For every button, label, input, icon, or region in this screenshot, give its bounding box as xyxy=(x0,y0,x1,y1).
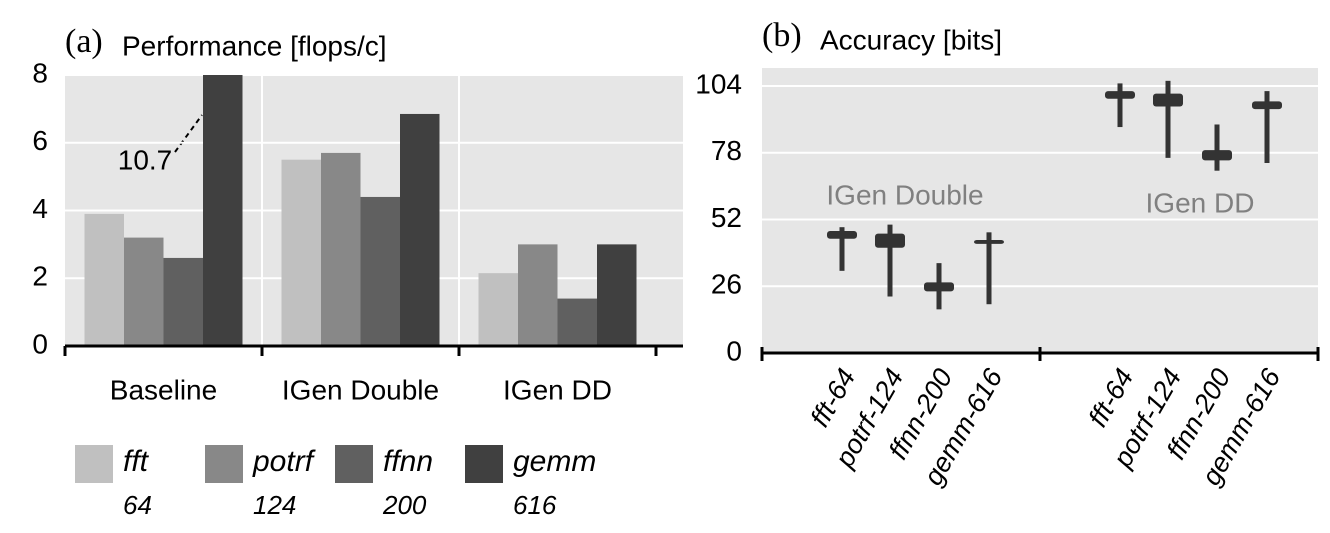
y-tick-label: 52 xyxy=(711,202,742,233)
group-label: IGen Double xyxy=(826,179,983,210)
y-tick-label: 4 xyxy=(32,193,48,224)
box xyxy=(1105,91,1135,99)
bar xyxy=(321,152,361,346)
whisker xyxy=(1264,91,1270,163)
legend-swatch xyxy=(465,445,503,483)
box xyxy=(1202,150,1232,161)
box xyxy=(875,233,905,248)
bar xyxy=(360,196,400,346)
bar xyxy=(518,244,558,346)
y-tick-label: 2 xyxy=(32,261,48,292)
legend-swatch xyxy=(75,445,113,483)
box xyxy=(827,231,857,239)
y-tick-label: 0 xyxy=(32,328,48,359)
legend-label: fft xyxy=(123,445,150,478)
legend-sublabel: 616 xyxy=(513,490,557,520)
whisker xyxy=(1117,83,1123,128)
x-tick-label: IGen DD xyxy=(503,374,612,405)
y-tick-label: 26 xyxy=(711,269,742,300)
x-tick-label: Baseline xyxy=(110,374,217,405)
legend-label: gemm xyxy=(513,445,596,478)
bar xyxy=(124,237,164,346)
whisker xyxy=(887,224,893,297)
box xyxy=(1252,101,1282,110)
leader-line xyxy=(174,114,203,153)
bar xyxy=(400,113,440,346)
x-tick-label: IGen Double xyxy=(282,374,439,405)
panel-label: (b) xyxy=(762,17,802,54)
legend-swatch xyxy=(205,445,243,483)
data-label: 10.7 xyxy=(118,144,173,175)
group-label: IGen DD xyxy=(1146,187,1255,218)
whisker xyxy=(1214,124,1220,171)
bar xyxy=(163,257,203,346)
whisker xyxy=(986,232,992,305)
legend-sublabel: 64 xyxy=(123,490,152,520)
bar xyxy=(478,273,518,346)
legend-sublabel: 200 xyxy=(382,490,427,520)
bar xyxy=(203,75,243,346)
box xyxy=(1153,93,1183,107)
legend-label: ffnn xyxy=(383,445,433,478)
bar xyxy=(597,244,637,346)
legend-swatch xyxy=(335,445,373,483)
y-tick-label: 0 xyxy=(726,335,742,366)
chart-title: Accuracy [bits] xyxy=(820,24,1002,55)
chart-title: Performance [flops/c] xyxy=(122,30,387,61)
bars xyxy=(84,75,637,346)
whisker xyxy=(1165,80,1171,158)
legend-label: potrf xyxy=(252,445,316,478)
y-tick-label: 104 xyxy=(695,68,742,99)
bar xyxy=(557,298,597,346)
whisker xyxy=(839,227,845,271)
box xyxy=(924,282,954,292)
bar xyxy=(84,213,124,346)
panel-label: (a) xyxy=(65,23,103,60)
plot-area xyxy=(762,68,1318,353)
legend-sublabel: 124 xyxy=(253,490,296,520)
y-tick-label: 6 xyxy=(32,125,48,156)
bar xyxy=(281,159,321,346)
y-tick-label: 78 xyxy=(711,135,742,166)
box xyxy=(974,240,1004,244)
y-tick-label: 8 xyxy=(32,57,48,88)
